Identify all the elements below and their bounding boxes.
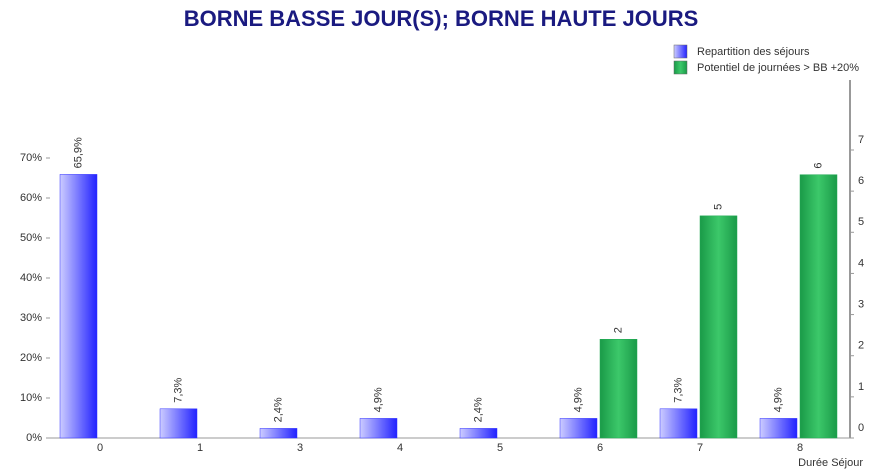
y-tick-label: 50% (20, 232, 42, 244)
y2-tick-label: 2 (858, 340, 864, 352)
y-tick-label: 30% (20, 312, 42, 324)
y-tick-label: 20% (20, 352, 42, 364)
bar (359, 418, 398, 439)
bar (559, 418, 598, 439)
value-label: 4,9% (572, 387, 584, 412)
value-label: 2 (612, 327, 624, 333)
bar (599, 339, 638, 439)
y2-tick-label: 1 (858, 381, 864, 393)
y2-tick-label: 6 (858, 175, 864, 187)
bar (159, 408, 198, 439)
y2-tick-label: 3 (858, 298, 864, 310)
y2-tick-label: 5 (858, 216, 864, 228)
x-tick-label: 1 (197, 442, 203, 454)
value-label: 4,9% (772, 387, 784, 412)
value-label: 2,4% (472, 397, 484, 422)
y-tick-label: 60% (20, 192, 42, 204)
x-tick-label: 5 (497, 442, 503, 454)
bar (699, 215, 738, 439)
bar (759, 418, 798, 439)
x-tick-label: 8 (797, 442, 803, 454)
value-label: 7,3% (672, 378, 684, 403)
y-tick-label: 70% (20, 152, 42, 164)
x-tick-label: 4 (397, 442, 403, 454)
y-tick-label: 10% (20, 392, 42, 404)
bar (459, 428, 498, 439)
x-tick-label: 6 (597, 442, 603, 454)
legend-label: Potentiel de journées > BB +20% (697, 62, 859, 74)
x-tick-label: 7 (697, 442, 703, 454)
bar (659, 408, 698, 439)
y2-tick-label: 4 (858, 257, 864, 269)
x-tick-label: 0 (97, 442, 103, 454)
x-axis-label: Durée Séjour (798, 457, 863, 469)
y-tick-label: 0% (26, 432, 42, 444)
y-tick-label: 40% (20, 272, 42, 284)
y2-tick-label: 7 (858, 134, 864, 146)
value-label: 4,9% (372, 387, 384, 412)
value-label: 2,4% (272, 397, 284, 422)
legend-label: Repartition des séjours (697, 46, 810, 58)
bar (259, 428, 298, 439)
bar (799, 174, 838, 439)
x-tick-label: 3 (297, 442, 303, 454)
value-label: 6 (812, 163, 824, 169)
value-label: 7,3% (172, 378, 184, 403)
legend-swatch (673, 60, 688, 75)
value-label: 65,9% (72, 137, 84, 168)
value-label: 5 (712, 204, 724, 210)
bar (59, 174, 98, 439)
y2-tick-label: 0 (858, 422, 864, 434)
chart-title: BORNE BASSE JOUR(S); BORNE HAUTE JOURS (184, 6, 699, 31)
legend-swatch (673, 44, 688, 59)
